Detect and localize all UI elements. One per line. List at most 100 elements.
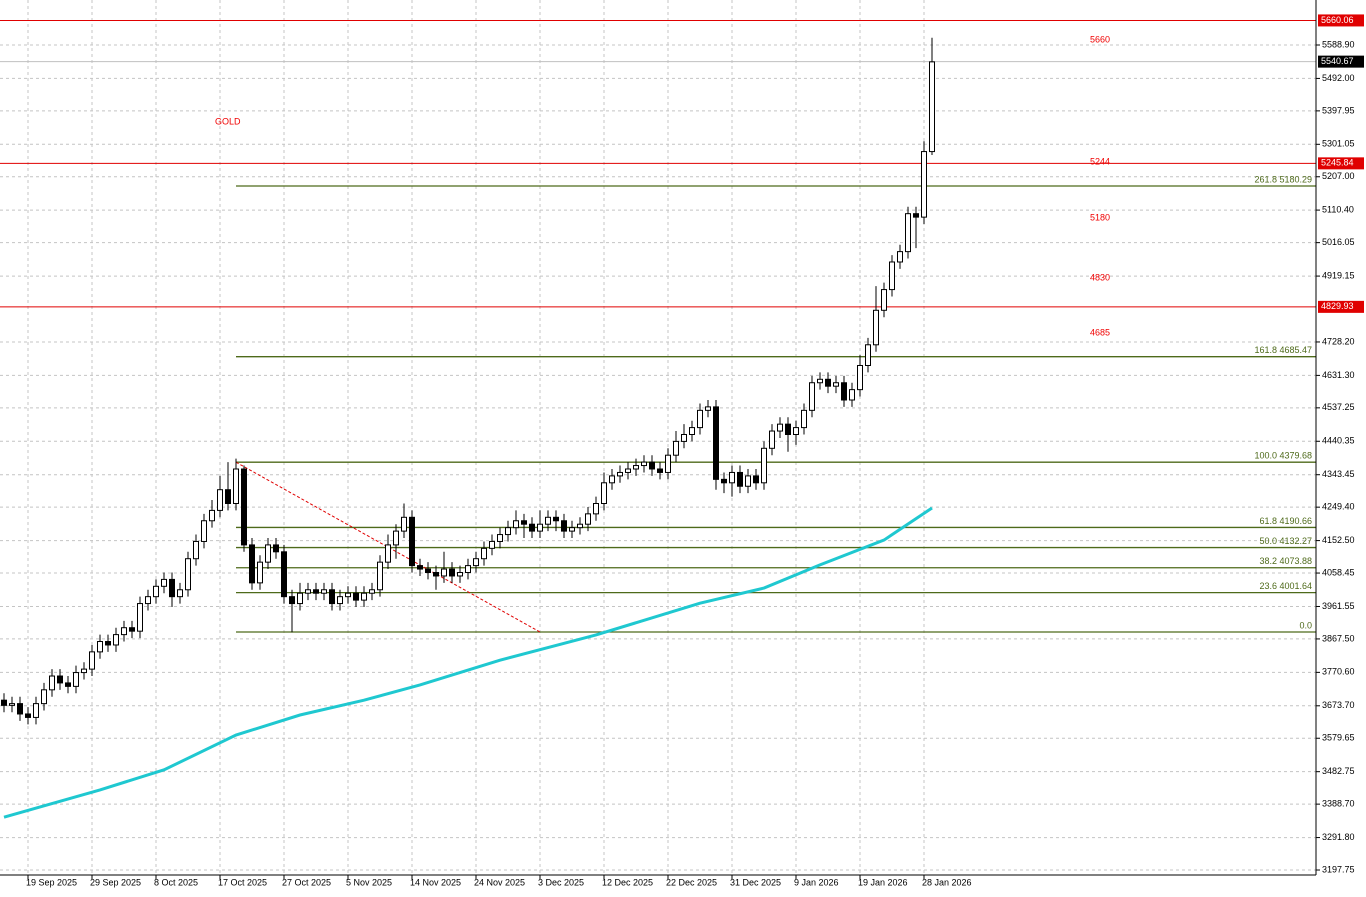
candle-body xyxy=(353,592,359,601)
candle-body xyxy=(609,475,615,484)
price-label-bg xyxy=(1318,14,1364,27)
y-tick-label: 5016.05 xyxy=(1322,237,1355,247)
candle-body xyxy=(817,378,823,384)
candle-body xyxy=(465,565,471,574)
candle-body xyxy=(297,592,303,605)
y-tick-label: 3482.75 xyxy=(1322,766,1355,776)
fib-label: 61.8 4190.66 xyxy=(1259,516,1312,526)
y-tick-label: 4728.20 xyxy=(1322,336,1355,346)
candle-body xyxy=(529,523,535,532)
candle-body xyxy=(305,589,311,594)
y-tick-label: 4537.25 xyxy=(1322,402,1355,412)
candle-body xyxy=(697,409,703,429)
fib-label: 38.2 4073.88 xyxy=(1259,556,1312,566)
candle-body xyxy=(345,592,351,598)
y-tick-label: 4440.35 xyxy=(1322,436,1355,446)
candle-body xyxy=(441,568,447,577)
candle-body xyxy=(761,447,767,484)
candle-body xyxy=(777,423,783,432)
price-label: 5660.06 xyxy=(1321,15,1354,25)
candle-body xyxy=(585,513,591,525)
candle-body xyxy=(417,565,423,570)
y-tick-label: 4058.45 xyxy=(1322,567,1355,577)
candle-body xyxy=(105,641,111,646)
price-label-bg xyxy=(1318,55,1364,68)
candle-body xyxy=(1,699,7,706)
candle-body xyxy=(657,468,663,473)
candle-body xyxy=(513,520,519,529)
price-label: 4829.93 xyxy=(1321,301,1354,311)
candle-body xyxy=(713,406,719,480)
y-tick-label: 3579.65 xyxy=(1322,733,1355,743)
candle-body xyxy=(241,468,247,546)
candle-body xyxy=(721,478,727,484)
candle-body xyxy=(281,551,287,598)
candle-body xyxy=(625,468,631,473)
candle-body xyxy=(593,503,599,515)
x-tick-label: 3 Dec 2025 xyxy=(538,877,584,887)
candle-body xyxy=(617,471,623,477)
candle-body xyxy=(673,440,679,456)
candle-body xyxy=(161,578,167,587)
x-tick-label: 9 Jan 2026 xyxy=(794,877,839,887)
x-tick-label: 24 Nov 2025 xyxy=(474,877,525,887)
candle-body xyxy=(553,516,559,522)
candle-body xyxy=(473,558,479,567)
candle-body xyxy=(897,251,903,263)
candle-body xyxy=(273,544,279,553)
y-tick-label: 3388.70 xyxy=(1322,799,1355,809)
candle-body xyxy=(289,596,295,605)
candle-body xyxy=(393,530,399,546)
candle-body xyxy=(905,213,911,253)
y-tick-label: 5207.00 xyxy=(1322,171,1355,181)
candle-body xyxy=(337,596,343,605)
annotation: 4830 xyxy=(1090,272,1110,282)
candle-body xyxy=(825,378,831,387)
candle-body xyxy=(201,520,207,542)
candle-body xyxy=(73,672,79,687)
candle-body xyxy=(737,471,743,487)
fib-label: 23.6 4001.64 xyxy=(1259,581,1312,591)
candle-body xyxy=(929,61,935,153)
candle-body xyxy=(633,465,639,470)
candle-body xyxy=(809,382,815,411)
candle-body xyxy=(753,475,759,484)
candle-body xyxy=(89,651,95,670)
candle-body xyxy=(865,344,871,366)
x-tick-label: 5 Nov 2025 xyxy=(346,877,392,887)
x-tick-label: 17 Oct 2025 xyxy=(218,877,267,887)
candle-body xyxy=(193,540,199,560)
candle-body xyxy=(681,433,687,442)
candle-body xyxy=(833,382,839,387)
annotation: 5660 xyxy=(1090,34,1110,44)
x-tick-label: 14 Nov 2025 xyxy=(410,877,461,887)
fib-label: 100.0 4379.68 xyxy=(1254,451,1312,461)
moving-average xyxy=(3,506,933,819)
candle-body xyxy=(249,544,255,584)
y-tick-label: 4152.50 xyxy=(1322,535,1355,545)
candle-body xyxy=(121,627,127,636)
annotation: 5244 xyxy=(1090,156,1110,166)
candle-body xyxy=(793,427,799,435)
candle-body xyxy=(433,572,439,577)
y-tick-label: 5110.40 xyxy=(1322,204,1354,214)
price-label: 5540.67 xyxy=(1321,56,1354,66)
candle-body xyxy=(561,520,567,532)
y-tick-label: 5588.90 xyxy=(1322,39,1355,49)
candle-body xyxy=(569,527,575,532)
x-tick-label: 28 Jan 2026 xyxy=(922,877,972,887)
candle-body xyxy=(361,592,367,601)
candle-body xyxy=(225,489,231,505)
candle-body xyxy=(25,713,31,718)
candle-body xyxy=(873,309,879,346)
candle-body xyxy=(33,703,39,718)
x-tick-label: 29 Sep 2025 xyxy=(90,877,141,887)
candle-body xyxy=(185,558,191,591)
candle-body xyxy=(329,589,335,605)
candle-body xyxy=(233,468,239,505)
candle-body xyxy=(169,578,175,598)
candle-body xyxy=(785,423,791,435)
candle-body xyxy=(689,427,695,435)
candle-body xyxy=(177,589,183,598)
